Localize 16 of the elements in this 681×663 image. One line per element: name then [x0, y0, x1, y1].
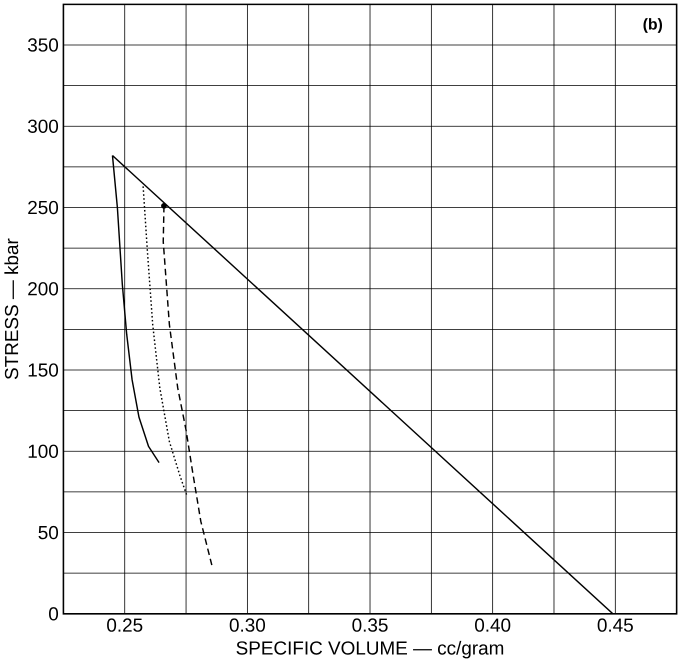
y-tick-label: 300 — [28, 120, 58, 134]
y-tick-label: 250 — [28, 200, 58, 214]
y-axis-title: STRESS — kbar — [4, 238, 18, 380]
y-tick-label: 200 — [28, 282, 58, 296]
y-tick-label: 150 — [28, 363, 58, 377]
x-tick-label: 0.40 — [475, 618, 510, 632]
y-tick-label: 50 — [38, 526, 58, 540]
x-tick-label: 0.35 — [352, 618, 388, 632]
x-tick-label: 0.25 — [107, 618, 142, 632]
x-tick-label: 0.45 — [598, 618, 633, 632]
annotation: (b) — [643, 18, 662, 33]
y-tick-label: 100 — [28, 444, 58, 458]
x-tick-label: 0.30 — [230, 618, 266, 632]
y-tick-label: 350 — [28, 38, 58, 52]
x-axis-title: SPECIFIC VOLUME — cc/gram — [236, 640, 504, 659]
y-tick-label: 0 — [49, 607, 58, 621]
